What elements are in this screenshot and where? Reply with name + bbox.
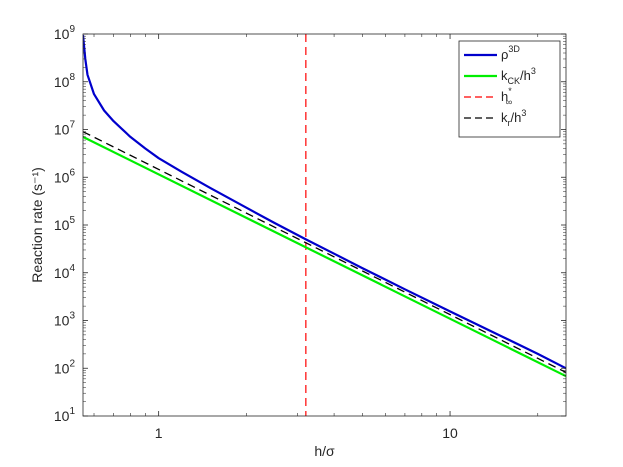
series-kck-line (83, 135, 566, 378)
series-rho-3d-line (83, 34, 566, 370)
y-tick-label: 101 (54, 406, 76, 424)
y-tick-label: 105 (54, 215, 76, 233)
x-tick-label: 10 (442, 425, 458, 441)
legend-label: kr/h3 (501, 108, 526, 128)
x-tick-label: 1 (155, 425, 163, 441)
legend-label: kCK/h3 (501, 66, 536, 86)
legend-item-h-star-inf: h* ∞ (464, 86, 512, 107)
legend-item-rho-3d: ρ3D (464, 44, 520, 62)
legend-label: h* ∞ (501, 86, 512, 107)
legend-box (458, 40, 561, 138)
legend-label: ρ3D (501, 44, 520, 62)
y-tick-label: 103 (54, 311, 76, 329)
y-tick-label: 109 (54, 24, 76, 42)
y-tick-label: 106 (54, 167, 76, 185)
legend-item-kck: kCK/h3 (464, 66, 536, 86)
plot-lines (83, 34, 566, 416)
y-tick-label: 107 (54, 120, 76, 138)
axis-ticks: 1 10 101 102 103 104 105 106 107 108 109 (54, 24, 566, 441)
y-tick-label: 102 (54, 358, 76, 376)
y-tick-label: 104 (54, 263, 76, 281)
series-kr-line (83, 131, 566, 373)
legend: ρ3D kCK/h3h* ∞kr/h3 (458, 40, 561, 138)
legend-item-kr: kr/h3 (464, 108, 526, 128)
x-axis-label: h/σ (314, 443, 335, 459)
y-axis-label: Reaction rate (s⁻¹) (29, 167, 45, 283)
y-tick-label: 108 (54, 72, 76, 90)
